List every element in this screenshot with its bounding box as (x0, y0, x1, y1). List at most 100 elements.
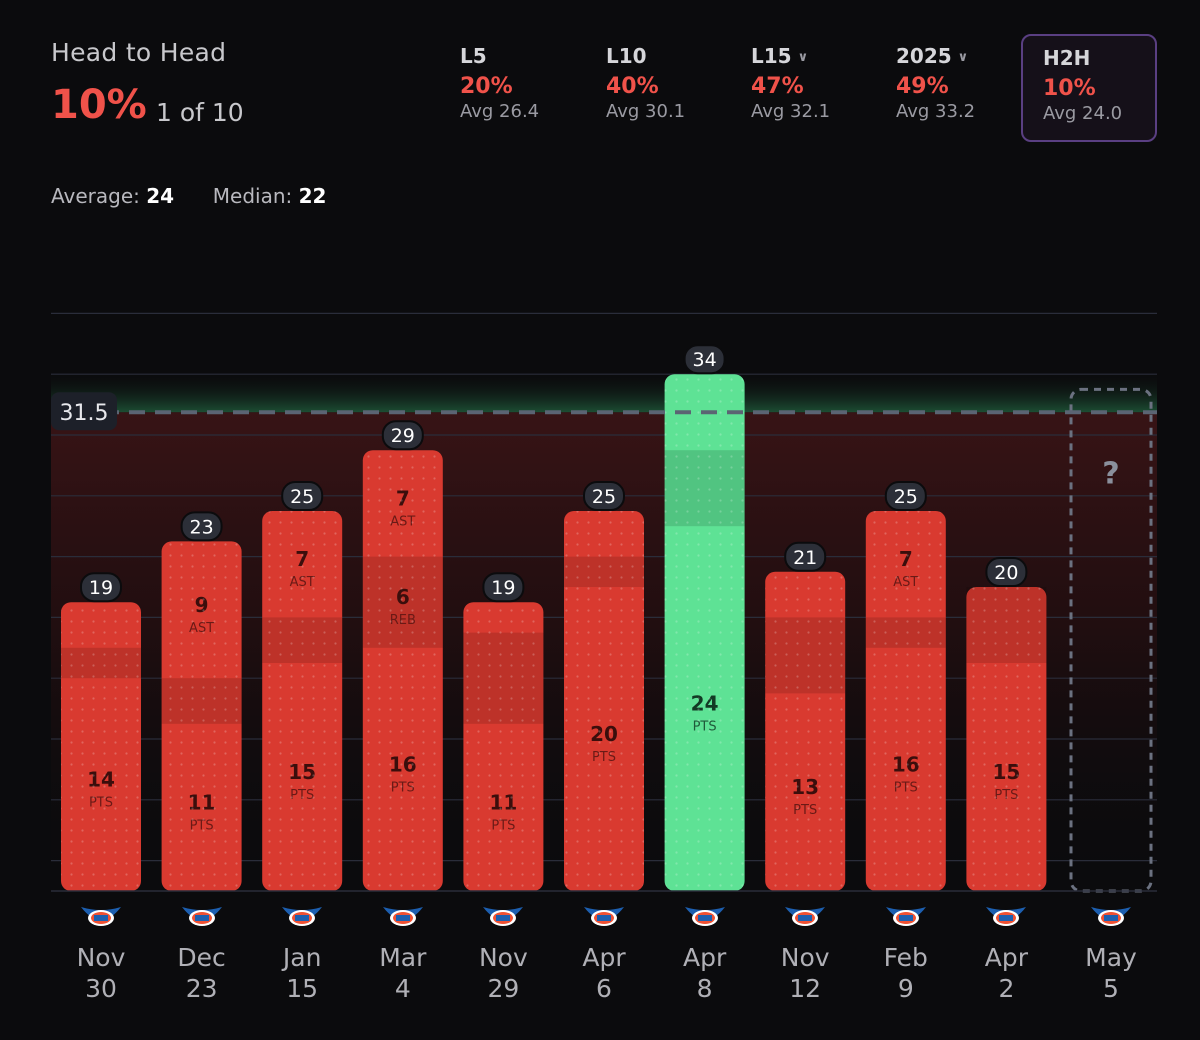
date-day: 30 (85, 974, 117, 1003)
tab-l15[interactable]: L15 ∨ 47% Avg 32.1 (731, 34, 867, 142)
okc-thunder-logo-icon (986, 907, 1027, 926)
bar-8: 13PTS21 (765, 541, 846, 891)
bar-texture (865, 511, 946, 891)
okc-thunder-logo-icon (181, 907, 222, 926)
date-month: Jan (282, 943, 322, 972)
game-date[interactable]: Nov 29 (453, 942, 553, 1004)
okc-thunder-logo-icon (282, 907, 323, 926)
chevron-down-icon[interactable]: ∨ (797, 50, 809, 65)
threshold-pill (51, 392, 117, 431)
median-value: 22 (298, 184, 327, 208)
date-day: 29 (487, 974, 520, 1003)
summary-stats: Average: 24 Median: 22 (51, 184, 326, 208)
over-zone (51, 372, 1157, 413)
total-pill (281, 481, 324, 511)
date-day: 6 (596, 974, 612, 1003)
total-pill (180, 511, 223, 542)
bar-total-label: 19 (491, 577, 515, 599)
chevron-down-icon[interactable]: ∨ (957, 50, 969, 65)
tab-average: Avg 33.2 (896, 101, 976, 122)
tab-label: L5 (460, 44, 487, 68)
hit-rate-count: 1 of 10 (156, 98, 244, 127)
date-day: 15 (286, 974, 319, 1003)
game-date[interactable]: Nov 12 (755, 942, 855, 1004)
tab-hit-percent: 49% (896, 74, 949, 99)
bar-total-label: 25 (290, 486, 314, 508)
tab-hit-percent: 40% (606, 74, 659, 99)
date-month: Apr (582, 943, 626, 972)
bar-texture (564, 511, 644, 891)
bar-7: 24PTS34 (664, 344, 745, 891)
game-date[interactable]: Apr 6 (554, 942, 654, 1004)
tab-2025[interactable]: 2025 ∨ 49% Avg 33.2 (876, 34, 1012, 142)
total-pill (381, 420, 424, 451)
date-month: Nov (780, 943, 830, 972)
okc-thunder-logo-icon (584, 907, 624, 926)
bar-texture (463, 602, 544, 891)
date-day: 2 (998, 974, 1015, 1003)
game-date[interactable]: Jan 15 (252, 942, 352, 1004)
bar-total-label: 34 (693, 349, 717, 371)
game-date[interactable]: Feb 9 (856, 942, 956, 1004)
pending-label: ? (1102, 456, 1119, 491)
game-date[interactable]: Apr 8 (655, 942, 755, 1004)
tab-average: Avg 26.4 (460, 101, 540, 122)
bar-texture (664, 374, 745, 891)
okc-thunder-logo-icon (684, 907, 725, 926)
tab-average: Avg 24.0 (1043, 103, 1123, 124)
date-day: 12 (789, 974, 822, 1003)
bar-texture (61, 602, 141, 891)
bar-texture (966, 587, 1047, 891)
bar-5: 11PTS19 (463, 572, 544, 891)
game-date[interactable]: Mar 4 (353, 942, 453, 1004)
date-month: Apr (682, 943, 727, 972)
tab-h2h[interactable]: H2H 10% Avg 24.0 (1021, 34, 1157, 142)
tab-hit-percent: 10% (1043, 76, 1096, 101)
date-month: May (1085, 943, 1137, 972)
date-day: 8 (696, 974, 713, 1003)
okc-thunder-logo-icon (81, 907, 121, 926)
bar-texture (765, 571, 846, 891)
bar-2: 11PTS9AST23 (161, 511, 242, 891)
total-pill (583, 481, 625, 511)
tab-label: L10 (606, 44, 647, 68)
game-date[interactable]: Nov 30 (51, 942, 151, 1004)
total-pill (784, 541, 827, 572)
bar-total-label: 21 (793, 547, 817, 569)
date-month: Dec (177, 943, 226, 972)
bar-total-label: 20 (994, 562, 1018, 584)
game-date[interactable]: Dec 23 (152, 942, 252, 1004)
okc-thunder-logo-icon (885, 907, 926, 926)
bar-total-label: 25 (894, 486, 918, 508)
okc-thunder-logo-icon (785, 907, 826, 926)
date-day: 5 (1103, 974, 1119, 1003)
date-day: 9 (897, 974, 914, 1003)
tab-l5[interactable]: L5 20% Avg 26.4 (440, 34, 576, 142)
bar-total-label: 25 (592, 486, 616, 508)
average-value: 24 (146, 184, 175, 208)
average-label: Average: (51, 184, 140, 208)
total-pill (683, 344, 726, 375)
total-pill (80, 572, 122, 603)
total-pill (884, 481, 927, 511)
date-month: Nov (478, 943, 528, 972)
tab-l10[interactable]: L10 40% Avg 30.1 (586, 34, 722, 142)
bar-total-label: 19 (89, 577, 113, 599)
date-month: Apr (984, 943, 1029, 972)
total-pill (482, 572, 525, 603)
game-date[interactable]: Apr 2 (956, 942, 1056, 1004)
tab-hit-percent: 47% (751, 74, 804, 99)
median-label: Median: (212, 184, 293, 208)
date-month: Feb (883, 943, 928, 972)
bar-4: 16PTS6REB7AST29 (362, 420, 443, 891)
okc-thunder-logo-icon (483, 907, 524, 926)
okc-thunder-logo-icon (382, 907, 423, 926)
bar-1: 14PTS19 (61, 572, 141, 891)
bar-3: 15PTS7AST25 (262, 481, 343, 891)
game-date[interactable]: May 5 (1061, 942, 1161, 1004)
date-month: Mar (379, 943, 427, 972)
bar-10: 15PTS20 (966, 557, 1047, 891)
bar-6: 20PTS25 (564, 481, 644, 891)
tab-label: 2025 (896, 44, 952, 68)
